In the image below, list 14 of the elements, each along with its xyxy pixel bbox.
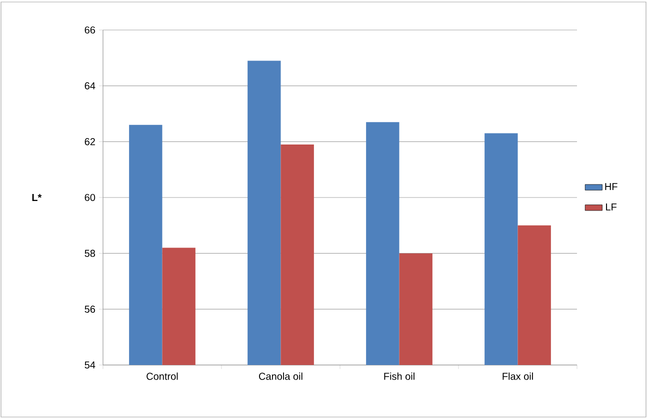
x-tick-label: Canola oil xyxy=(259,372,302,380)
y-tick-label: 54 xyxy=(84,362,96,368)
y-tick-label: 62 xyxy=(84,138,95,146)
y-tick-label: 56 xyxy=(84,306,96,313)
y-tick-label: 66 xyxy=(84,26,96,34)
y-tick-label: 58 xyxy=(84,250,96,257)
x-tick-label: Flax oil xyxy=(502,372,533,380)
x-tick-label: Control xyxy=(146,372,178,380)
y-axis-title: L* xyxy=(32,194,42,201)
y-tick-label: 64 xyxy=(84,82,96,90)
legend-label: LF xyxy=(606,203,617,210)
x-tick-label: Fish oil xyxy=(384,372,414,380)
legend-label: HF xyxy=(605,183,618,190)
y-tick-label: 60 xyxy=(84,194,96,202)
